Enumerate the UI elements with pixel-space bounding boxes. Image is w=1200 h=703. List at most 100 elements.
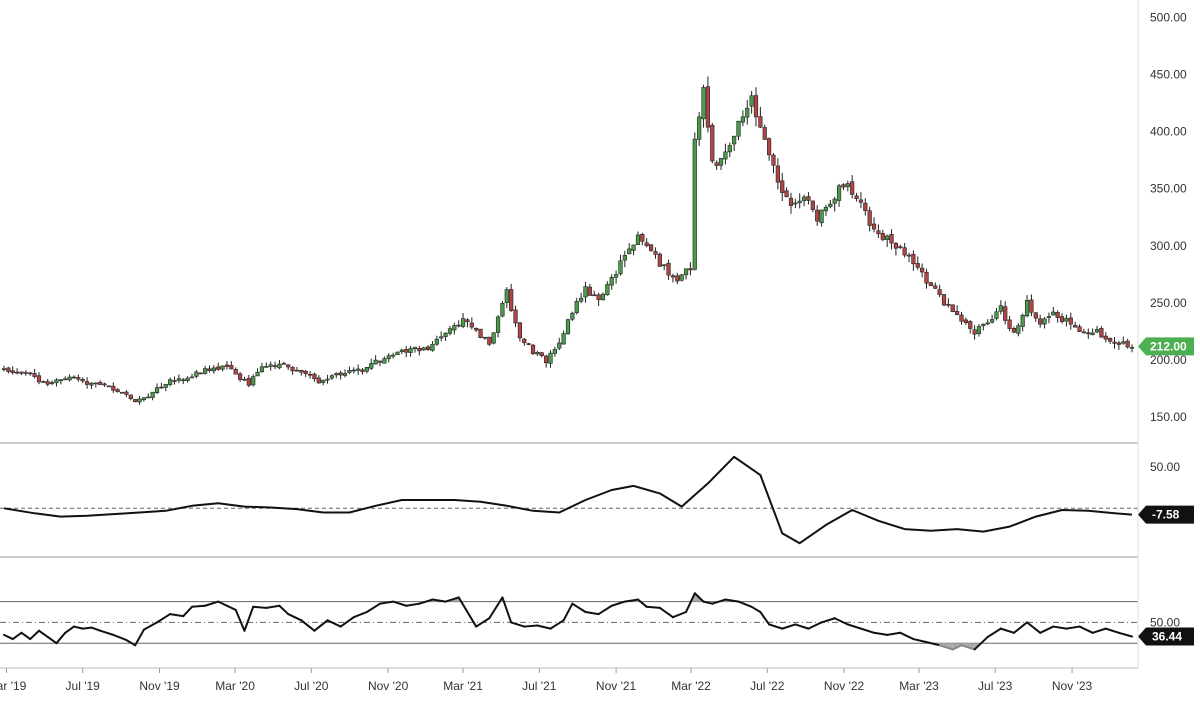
candle-body xyxy=(93,382,98,385)
candle-body xyxy=(382,358,387,364)
candle-body xyxy=(530,344,536,354)
candle-body xyxy=(6,367,11,372)
price-candle xyxy=(211,364,216,374)
rsi-line-segment xyxy=(645,605,661,609)
candle-body xyxy=(535,352,540,355)
price-candle xyxy=(561,330,566,345)
candle-body xyxy=(154,387,160,393)
price-candle xyxy=(539,352,544,358)
rsi-line-segment xyxy=(820,617,836,624)
price-candle xyxy=(640,232,645,246)
price-candle xyxy=(662,264,667,271)
price-candle xyxy=(871,217,877,233)
candle-body xyxy=(439,336,444,339)
price-candle xyxy=(408,345,413,357)
candle-body xyxy=(102,383,107,386)
price-candle xyxy=(924,268,929,289)
rsi-line-segment xyxy=(597,604,613,616)
rsi-line-segment xyxy=(300,619,316,632)
price-candle xyxy=(613,270,619,284)
price-candle xyxy=(49,380,55,386)
candle-body xyxy=(500,303,505,317)
price-candle xyxy=(417,345,422,356)
candle-body xyxy=(23,372,28,374)
x-axis-tick-label: Nov '20 xyxy=(368,679,409,693)
candle-body xyxy=(710,124,715,162)
candle-body xyxy=(412,346,418,350)
price-candle xyxy=(259,362,265,373)
candle-body xyxy=(1059,316,1065,322)
rsi-line-segment xyxy=(156,613,172,624)
price-candle xyxy=(845,180,850,192)
candle-body xyxy=(989,319,995,323)
candle-body xyxy=(115,389,120,393)
price-candle xyxy=(592,290,597,297)
price-candle xyxy=(836,183,842,207)
price-candle xyxy=(189,373,195,379)
price-candle xyxy=(570,311,575,321)
price-candle xyxy=(762,124,767,140)
price-candle xyxy=(36,372,42,385)
x-axis: Mar '19 Jul '19 Nov '19 Mar '20 Jul '20 Nov '… xyxy=(0,668,1093,693)
rsi-line-segment xyxy=(252,605,268,609)
candle-body xyxy=(889,234,894,244)
candle-body xyxy=(1094,329,1100,333)
x-axis-tick-label: Nov '21 xyxy=(596,679,637,693)
candle-body xyxy=(338,372,343,376)
candle-body xyxy=(994,311,999,319)
rsi-line-segment xyxy=(225,604,237,611)
price-candle xyxy=(369,358,374,371)
price-candle xyxy=(815,205,820,226)
candle-body xyxy=(316,377,321,384)
candle-body xyxy=(1003,306,1008,321)
price-candle xyxy=(504,287,509,309)
candle-body xyxy=(561,333,566,345)
candle-body xyxy=(880,233,885,240)
price-candle xyxy=(880,229,885,242)
candle-body xyxy=(924,271,929,284)
price-candle xyxy=(150,391,155,401)
candle-body xyxy=(933,285,938,289)
price-candle xyxy=(670,273,676,283)
price-candle xyxy=(705,76,711,133)
candle-body xyxy=(688,268,693,271)
candle-body xyxy=(845,183,850,188)
candle-body xyxy=(1121,341,1126,344)
candle-body xyxy=(793,202,798,205)
price-candle xyxy=(229,361,234,370)
candle-body xyxy=(281,363,286,365)
candle-body xyxy=(1116,342,1121,345)
price-candle xyxy=(321,379,326,386)
candle-body xyxy=(233,369,238,375)
price-candle xyxy=(1042,317,1047,329)
candle-body xyxy=(679,274,684,281)
candle-body xyxy=(19,371,24,374)
candle-body xyxy=(509,289,514,311)
price-candle xyxy=(443,332,448,342)
candle-body xyxy=(1112,341,1117,344)
price-candle xyxy=(224,361,230,370)
price-y-tick-label: 200.00 xyxy=(1150,353,1187,367)
price-candle xyxy=(714,160,719,170)
rsi-line-segment xyxy=(55,631,67,645)
price-candle xyxy=(495,315,501,338)
price-candle xyxy=(727,142,732,158)
x-axis-tick-label: Jul '23 xyxy=(978,679,1013,693)
candle-body xyxy=(762,127,767,140)
candle-body xyxy=(579,297,584,302)
candle-body xyxy=(950,304,955,313)
rsi-line-segment xyxy=(1039,625,1055,634)
candle-body xyxy=(303,370,308,375)
price-candle xyxy=(1081,328,1087,334)
rsi-line-segment xyxy=(636,598,648,608)
price-candle xyxy=(272,361,278,370)
price-candle xyxy=(780,172,785,202)
price-candle xyxy=(994,308,999,321)
price-candle xyxy=(1073,321,1078,328)
rsi-line-segment xyxy=(1091,627,1107,634)
price-candle xyxy=(373,355,378,365)
rsi-line-segment xyxy=(234,608,246,632)
price-candle xyxy=(963,317,968,326)
x-axis-tick-label: Mar '19 xyxy=(0,679,27,693)
